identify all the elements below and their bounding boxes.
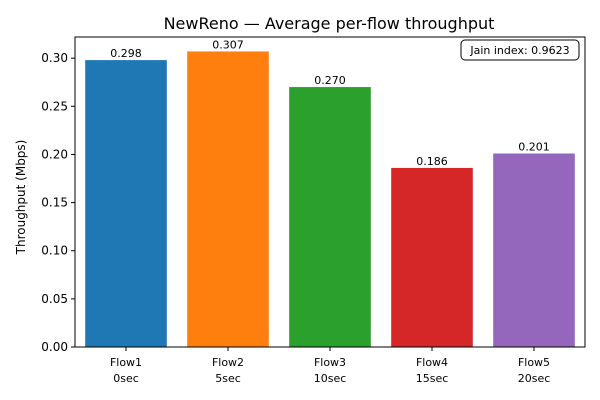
x-tick-label: Flow2 — [212, 356, 244, 369]
annotation-box — [460, 39, 580, 61]
x-tick-sublabel: 20sec — [518, 372, 551, 385]
bar — [391, 167, 473, 347]
x-tick-sublabel: 5sec — [215, 372, 241, 385]
y-tick-label: 0.15 — [41, 196, 68, 210]
y-tick-label: 0.20 — [41, 147, 68, 161]
bar-value-label: 0.270 — [314, 74, 346, 87]
plot-frame — [74, 36, 586, 348]
bar-value-label: 0.186 — [416, 155, 448, 168]
y-axis-label: Throughput (Mbps) — [14, 140, 28, 256]
x-tick-sublabel: 0sec — [113, 372, 139, 385]
x-tick-label: Flow1 — [110, 356, 142, 369]
chart-title: NewReno — Average per-flow throughput — [164, 14, 495, 33]
x-axis-ticks: Flow1 0sec Flow2 5sec Flow3 10sec Flow4 15sec Fl… — [110, 347, 550, 385]
bar-value-label: 0.298 — [110, 47, 142, 60]
bar — [289, 87, 371, 348]
bar — [493, 153, 575, 347]
bar — [187, 51, 269, 348]
bars-group: 0.298 0.307 0.270 0.186 0.201 — [85, 38, 575, 348]
y-tick-label: 0.10 — [41, 244, 68, 258]
y-tick-label: 0.00 — [41, 340, 68, 354]
x-tick-label: Flow3 — [314, 356, 346, 369]
y-tick-label: 0.05 — [41, 292, 68, 306]
annotation-text: Jain index: 0.9623 — [469, 44, 569, 57]
y-tick-label: 0.30 — [41, 51, 68, 65]
x-tick-label: Flow4 — [416, 356, 448, 369]
x-tick-label: Flow5 — [518, 356, 550, 369]
bar-value-label: 0.201 — [518, 140, 550, 153]
x-tick-sublabel: 10sec — [314, 372, 347, 385]
y-tick-label: 0.25 — [41, 99, 68, 113]
y-axis-ticks: 0.00 0.05 0.10 0.15 0.20 0.25 0.30 — [41, 51, 75, 354]
bar — [85, 60, 167, 347]
x-tick-sublabel: 15sec — [416, 372, 449, 385]
bar-value-label: 0.307 — [212, 38, 244, 51]
jain-index-annotation: Jain index: 0.9623 — [460, 39, 580, 61]
